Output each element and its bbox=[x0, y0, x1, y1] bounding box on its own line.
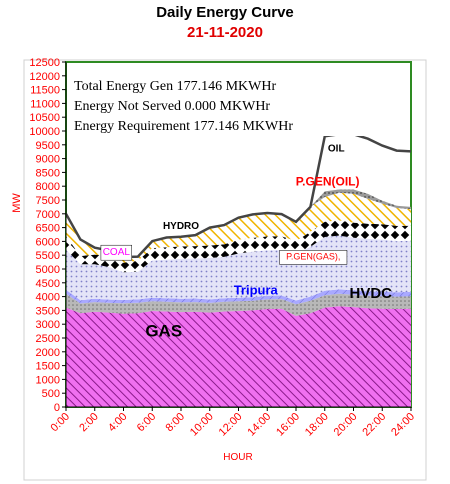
y-tick-label: 12500 bbox=[29, 57, 60, 69]
series-label: GAS bbox=[145, 322, 182, 341]
y-tick-label: 6000 bbox=[36, 236, 60, 248]
series-label-box bbox=[279, 250, 348, 265]
y-tick-label: 10500 bbox=[29, 112, 60, 124]
series-label: HYDRO bbox=[163, 221, 199, 232]
series-label: COAL bbox=[103, 247, 131, 258]
y-tick-label: 6500 bbox=[36, 223, 60, 235]
y-tick-label: 1000 bbox=[36, 374, 60, 386]
y-tick-label: 9500 bbox=[36, 140, 60, 152]
energy-stat-line: Total Energy Gen 177.146 MKWHr bbox=[74, 79, 276, 94]
area-gas bbox=[66, 306, 411, 407]
y-tick-label: 12000 bbox=[29, 71, 60, 83]
y-tick-label: 7000 bbox=[36, 209, 60, 221]
y-tick-label: 8500 bbox=[36, 167, 60, 179]
y-tick-label: 2500 bbox=[36, 333, 60, 345]
y-tick-label: 4000 bbox=[36, 292, 60, 304]
chart-subtitle-date: 21-11-2020 bbox=[187, 24, 263, 41]
y-tick-label: 11500 bbox=[30, 85, 60, 97]
y-tick-label: 8000 bbox=[36, 181, 60, 193]
energy-stat-line: Energy Not Served 0.000 MKWHr bbox=[74, 99, 270, 114]
y-tick-label: 3000 bbox=[36, 319, 60, 331]
y-tick-label: 9000 bbox=[36, 154, 60, 166]
y-tick-label: 1500 bbox=[36, 361, 60, 373]
y-tick-label: 7500 bbox=[36, 195, 60, 207]
chart-title: Daily Energy Curve bbox=[156, 4, 294, 21]
series-label: OIL bbox=[328, 144, 345, 155]
area-hvdc bbox=[66, 293, 411, 316]
y-axis-label: MW bbox=[11, 193, 23, 213]
area-tripura bbox=[66, 289, 411, 305]
y-tick-label: 11000 bbox=[30, 98, 60, 110]
y-tick-label: 5000 bbox=[36, 264, 60, 276]
series-label: P.GEN(GAS), bbox=[286, 251, 340, 261]
stats-panel bbox=[68, 64, 398, 136]
y-tick-label: 5500 bbox=[36, 250, 60, 262]
area-pgen-oil bbox=[66, 192, 411, 263]
y-tick-label: 10000 bbox=[29, 126, 60, 138]
y-tick-label: 0 bbox=[54, 402, 60, 414]
series-label-box bbox=[100, 244, 132, 261]
x-axis-label: HOUR bbox=[223, 452, 252, 463]
series-label: HVDC bbox=[349, 285, 392, 302]
area-coal bbox=[66, 220, 411, 273]
energy-stat-line: Energy Requirement 177.146 MKWHr bbox=[74, 119, 293, 134]
y-tick-label: 4500 bbox=[36, 278, 60, 290]
y-tick-label: 2000 bbox=[36, 347, 60, 359]
series-label: P.GEN(OIL) bbox=[296, 174, 360, 188]
y-tick-label: 3500 bbox=[36, 305, 60, 317]
series-label: Tripura bbox=[234, 282, 279, 297]
y-tick-label: 500 bbox=[42, 388, 60, 400]
